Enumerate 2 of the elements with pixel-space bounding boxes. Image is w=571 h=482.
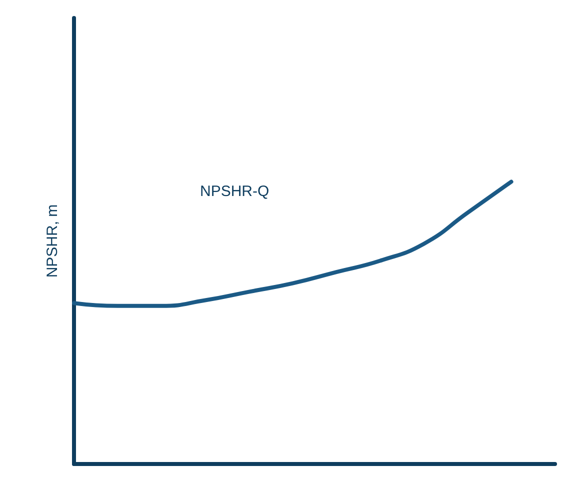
annotation: NPSHR-Q xyxy=(200,183,270,200)
y-axis-title: NPSHR, m xyxy=(44,204,61,278)
